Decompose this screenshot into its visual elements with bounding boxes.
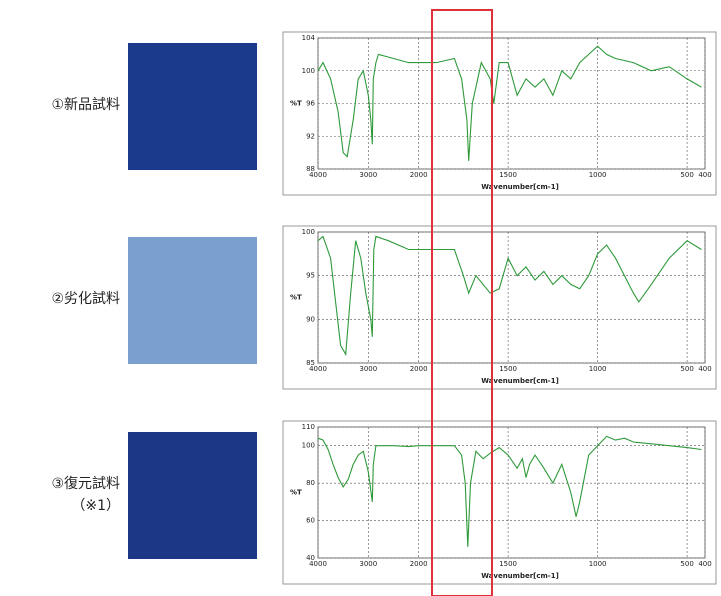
sample-swatch	[128, 432, 257, 559]
x-tick-label: 1000	[589, 171, 607, 179]
x-tick-label: 1000	[589, 365, 607, 373]
sample-label: ①新品試料	[51, 97, 120, 113]
y-tick-label: 95	[306, 272, 315, 280]
x-tick-label: 3000	[359, 171, 377, 179]
x-tick-label: 400	[698, 365, 711, 373]
sample-swatch	[128, 43, 257, 170]
y-axis-label: %T	[290, 100, 302, 108]
y-tick-label: 96	[306, 100, 315, 108]
y-axis-label: %T	[290, 489, 302, 497]
y-tick-label: 92	[306, 132, 315, 140]
x-tick-label: 400	[698, 560, 711, 568]
x-tick-label: 2000	[410, 560, 428, 568]
x-tick-label: 500	[680, 560, 693, 568]
figure: ①新品試料10410096928840003000200015001000500…	[0, 0, 721, 596]
x-tick-label: 1500	[499, 365, 517, 373]
x-tick-label: 3000	[359, 560, 377, 568]
x-tick-label: 3000	[359, 365, 377, 373]
sample-note: （※1）	[71, 498, 120, 514]
x-tick-label: 1500	[499, 171, 517, 179]
y-tick-label: 100	[302, 228, 315, 236]
x-tick-label: 4000	[309, 560, 327, 568]
sample-label: ③復元試料	[51, 475, 120, 492]
x-tick-label: 500	[680, 171, 693, 179]
x-tick-label: 2000	[410, 171, 428, 179]
x-tick-label: 1000	[589, 560, 607, 568]
sample-swatch	[128, 237, 257, 364]
y-tick-label: 80	[306, 479, 315, 487]
x-tick-label: 400	[698, 171, 711, 179]
x-tick-label: 4000	[309, 171, 327, 179]
y-tick-label: 110	[302, 423, 315, 431]
y-tick-label: 90	[306, 315, 315, 323]
x-tick-label: 4000	[309, 365, 327, 373]
sample-label: ②劣化試料	[51, 291, 120, 307]
x-tick-label: 2000	[410, 365, 428, 373]
x-tick-label: 1500	[499, 560, 517, 568]
y-tick-label: 100	[302, 67, 315, 75]
y-axis-label: %T	[290, 294, 302, 302]
plot-area	[318, 232, 705, 363]
y-tick-label: 104	[302, 34, 316, 42]
x-tick-label: 500	[680, 365, 693, 373]
y-tick-label: 60	[306, 517, 315, 525]
y-tick-label: 100	[302, 442, 315, 450]
